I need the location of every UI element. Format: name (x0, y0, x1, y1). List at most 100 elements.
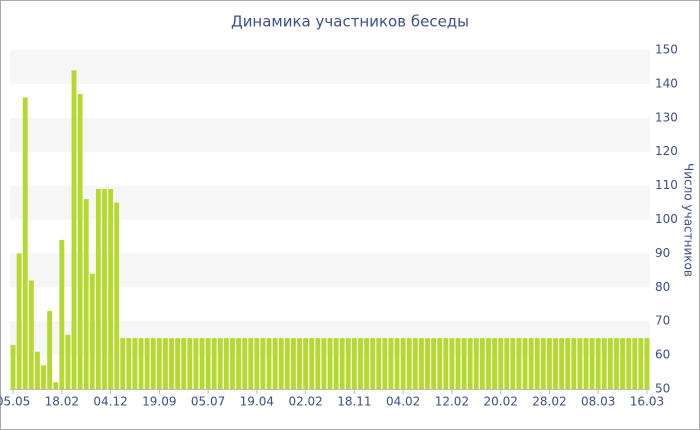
bar (28, 280, 34, 389)
y-tick-label: 80 (655, 280, 670, 294)
bar (589, 338, 595, 389)
y-tick-label: 50 (655, 382, 670, 396)
bar (382, 338, 388, 389)
bar (449, 338, 455, 389)
bar (473, 338, 479, 389)
bar (144, 338, 150, 389)
bar (22, 97, 28, 390)
bar (41, 365, 46, 389)
bar (321, 338, 327, 389)
y-tick-label: 120 (655, 144, 678, 158)
bar (534, 338, 540, 389)
bar (187, 338, 193, 389)
bar (443, 338, 449, 389)
bar (230, 338, 235, 389)
bar (290, 338, 296, 389)
bar (510, 338, 516, 389)
bar (595, 338, 601, 389)
bar (431, 338, 437, 389)
bar (150, 338, 156, 389)
x-tick-label: 16.03 (630, 395, 664, 409)
bar (193, 338, 199, 389)
bar (205, 338, 211, 389)
bar (394, 338, 400, 389)
bar (540, 338, 546, 389)
bar (120, 338, 126, 389)
bar (34, 351, 40, 389)
bar (364, 338, 370, 389)
bar (65, 334, 71, 389)
x-tick-label: 04.12 (93, 395, 127, 409)
bar (108, 188, 114, 389)
y-tick-label: 140 (655, 76, 678, 90)
x-tick-label: 05.07 (191, 395, 225, 409)
y-axis-label: Число участников (682, 163, 696, 277)
bar (114, 202, 120, 389)
bar (498, 338, 504, 389)
bar (248, 338, 254, 389)
bar (211, 338, 217, 389)
bar (486, 338, 491, 389)
bar (181, 338, 187, 389)
bar (53, 382, 59, 389)
bar (388, 338, 394, 389)
bar (236, 338, 242, 389)
bar (309, 338, 315, 389)
bar (516, 338, 522, 389)
bar (199, 338, 205, 389)
bar (406, 338, 412, 389)
bar (437, 338, 443, 389)
bar (284, 338, 290, 389)
bar (83, 199, 89, 389)
bar (425, 338, 430, 389)
bar (638, 338, 644, 389)
bar (358, 338, 363, 389)
x-tick-label: 12.02 (435, 395, 469, 409)
bar (492, 338, 498, 389)
bar (559, 338, 565, 389)
bar (297, 338, 302, 389)
y-tick-label: 100 (655, 212, 678, 226)
bar (455, 338, 461, 389)
bar (644, 338, 650, 389)
bar (467, 338, 473, 389)
bar (412, 338, 418, 389)
bar (345, 338, 351, 389)
bar (223, 338, 229, 389)
bar (254, 338, 260, 389)
bar (242, 338, 248, 389)
bar (126, 338, 132, 389)
bar (504, 338, 510, 389)
bar (400, 338, 406, 389)
bar (607, 338, 613, 389)
x-tick-label: 20.02 (483, 395, 517, 409)
bar (528, 338, 534, 389)
x-tick-label: 04.02 (386, 395, 420, 409)
y-tick-label: 70 (655, 314, 670, 328)
bar (333, 338, 339, 389)
bar (169, 338, 174, 389)
y-tick-label: 90 (655, 246, 670, 260)
bar (632, 338, 638, 389)
bar (59, 239, 65, 389)
bar (546, 338, 552, 389)
bar (553, 338, 558, 389)
x-tick-label: 19.09 (142, 395, 176, 409)
bar (376, 338, 382, 389)
bar (10, 344, 16, 389)
bar (175, 338, 181, 389)
x-tick-label: 18.02 (45, 395, 79, 409)
bar (16, 253, 22, 389)
bar (614, 338, 619, 389)
chart-title: Динамика участников беседы (231, 13, 469, 31)
bar (583, 338, 589, 389)
bar (95, 188, 101, 389)
bar (565, 338, 571, 389)
bar (102, 188, 107, 389)
bar (217, 338, 223, 389)
bar (620, 338, 626, 389)
bar (89, 273, 95, 389)
y-tick-label: 130 (655, 110, 678, 124)
bar (47, 311, 53, 389)
